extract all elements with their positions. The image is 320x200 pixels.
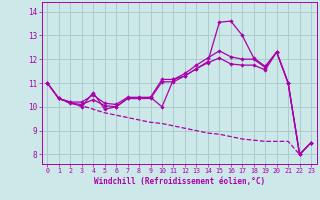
X-axis label: Windchill (Refroidissement éolien,°C): Windchill (Refroidissement éolien,°C) (94, 177, 265, 186)
